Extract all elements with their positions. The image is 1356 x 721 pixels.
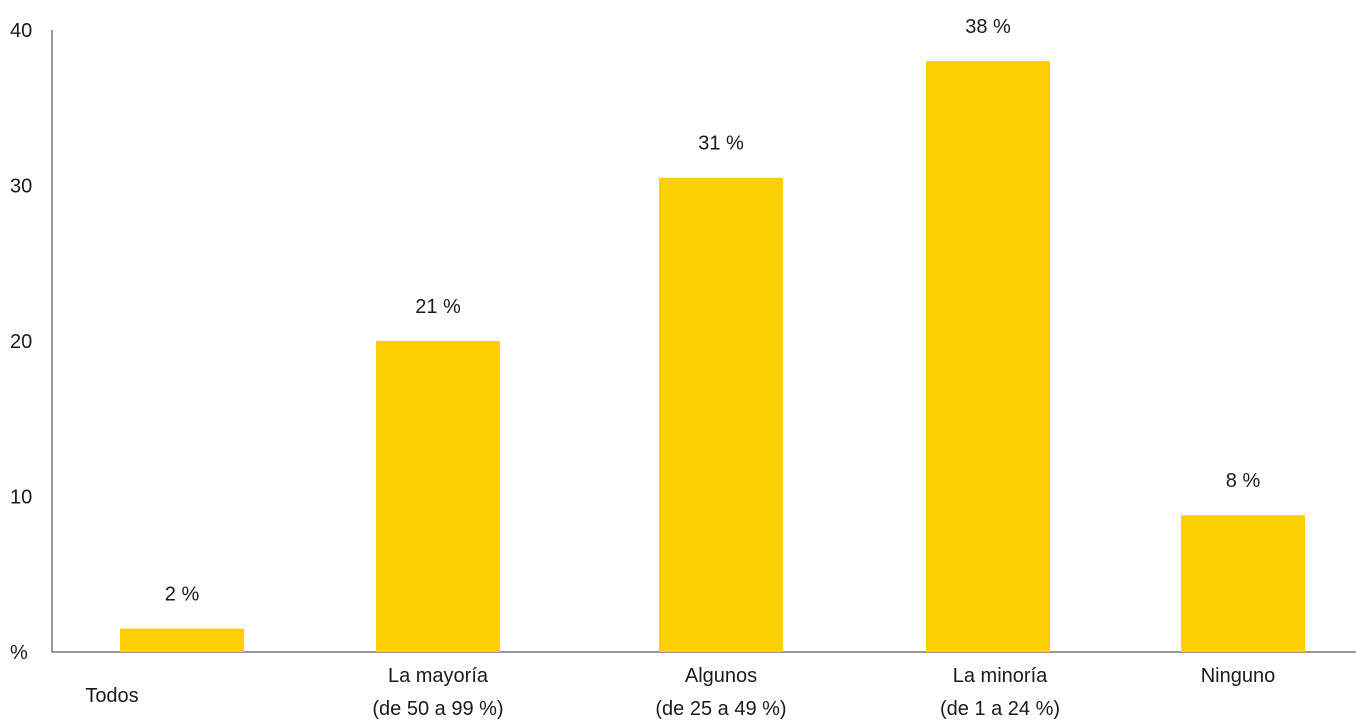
x-category-label: (de 25 a 49 %) [655,698,786,720]
x-category-label: Algunos [685,665,757,687]
data-label: 38 % [965,16,1011,38]
data-label: 21 % [415,296,461,318]
x-category-label: (de 1 a 24 %) [940,698,1060,720]
data-label: 2 % [165,584,200,606]
bar [120,628,244,652]
y-tick-label: 20 [10,331,32,353]
bar [1181,515,1305,652]
x-category-label: Todos [85,685,138,707]
bar [926,61,1050,653]
bar [376,341,500,652]
data-label: 8 % [1226,470,1261,492]
y-tick-label: 10 [10,487,32,509]
x-category-label: La mayoría [388,665,489,687]
x-category-label: La minoría [953,665,1048,687]
bar [659,177,783,652]
data-label: 31 % [698,133,744,155]
x-category-label: Ninguno [1201,665,1276,687]
x-category-label: (de 50 a 99 %) [372,698,503,720]
y-tick-label: 40 [10,20,32,42]
y-tick-label: 30 [10,176,32,198]
y-tick-label: % [10,642,28,664]
